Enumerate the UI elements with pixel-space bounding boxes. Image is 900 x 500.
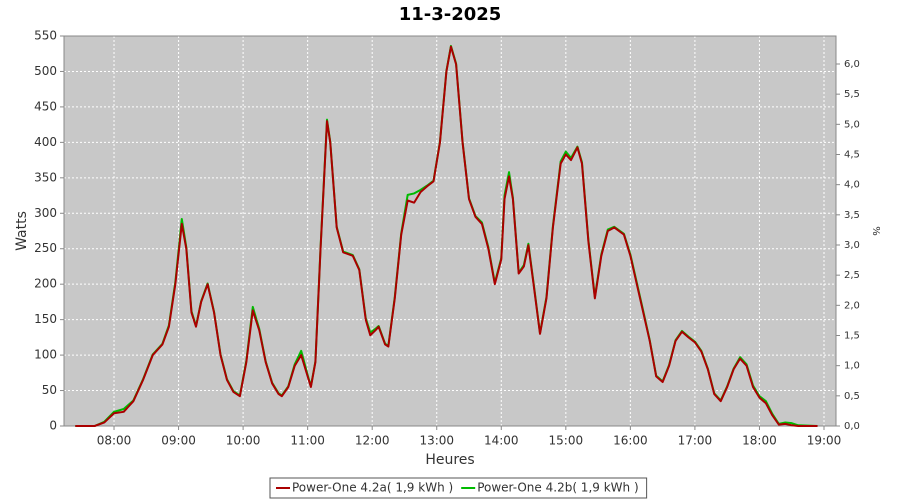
x-tick-label: 12:00 (355, 434, 390, 448)
x-tick-label: 18:00 (742, 434, 777, 448)
y2-tick-label: 5,0 (844, 119, 860, 130)
y-tick-label: 500 (34, 64, 57, 78)
y2-tick-label: 0,5 (844, 391, 860, 402)
plot-area (64, 36, 836, 426)
x-axis-label: Heures (425, 452, 474, 468)
y-tick-label: 100 (34, 348, 57, 362)
plot-border (63, 35, 837, 427)
y2-tick-label: 3,0 (844, 240, 860, 251)
x-tick-label: 14:00 (484, 434, 519, 448)
y2-tick-label: 3,5 (844, 210, 860, 221)
y2-tick-label: 4,0 (844, 180, 860, 191)
legend: Power-One 4.2a( 1,9 kWh ) Power-One 4.2b(… (269, 477, 648, 499)
y2-tick-label: 6,0 (844, 59, 860, 70)
x-tick-label: 10:00 (226, 434, 261, 448)
legend-label: Power-One 4.2b( 1,9 kWh ) (477, 481, 638, 495)
y2-axis-label: % (870, 226, 881, 236)
y-tick-label: 200 (34, 277, 57, 291)
y-tick-label: 50 (42, 383, 57, 397)
legend-box (269, 477, 648, 499)
legend-label: Power-One 4.2a( 1,9 kWh ) (292, 481, 453, 495)
y2-tick-label: 1,0 (844, 361, 860, 372)
y-tick-label: 400 (34, 135, 57, 149)
x-tick-label: 11:00 (290, 434, 325, 448)
y2-tick-label: 0,0 (844, 421, 860, 432)
y-axis-label: Watts (14, 211, 30, 251)
y-tick-label: 0 (49, 419, 57, 433)
data-line (75, 45, 818, 427)
y2-tick-label: 1,5 (844, 330, 860, 341)
y-tick-label: 550 (34, 29, 57, 43)
x-tick-label: 09:00 (161, 434, 196, 448)
y2-tick-label: 4,5 (844, 149, 860, 160)
x-tick-label: 19:00 (807, 434, 842, 448)
x-tick-label: 13:00 (419, 434, 454, 448)
y-tick-label: 150 (34, 312, 57, 326)
y-tick-label: 300 (34, 206, 57, 220)
y-tick-label: 250 (34, 241, 57, 255)
y-tick-label: 450 (34, 99, 57, 113)
y2-tick-label: 2,5 (844, 270, 860, 281)
x-tick-label: 16:00 (613, 434, 648, 448)
y2-tick-label: 2,0 (844, 300, 860, 311)
y2-tick-label: 5,5 (844, 89, 860, 100)
x-tick-label: 15:00 (549, 434, 584, 448)
x-tick-label: 17:00 (678, 434, 713, 448)
x-tick-label: 08:00 (97, 434, 132, 448)
chart-title: 11-3-2025 (399, 4, 502, 25)
y-tick-label: 350 (34, 170, 57, 184)
